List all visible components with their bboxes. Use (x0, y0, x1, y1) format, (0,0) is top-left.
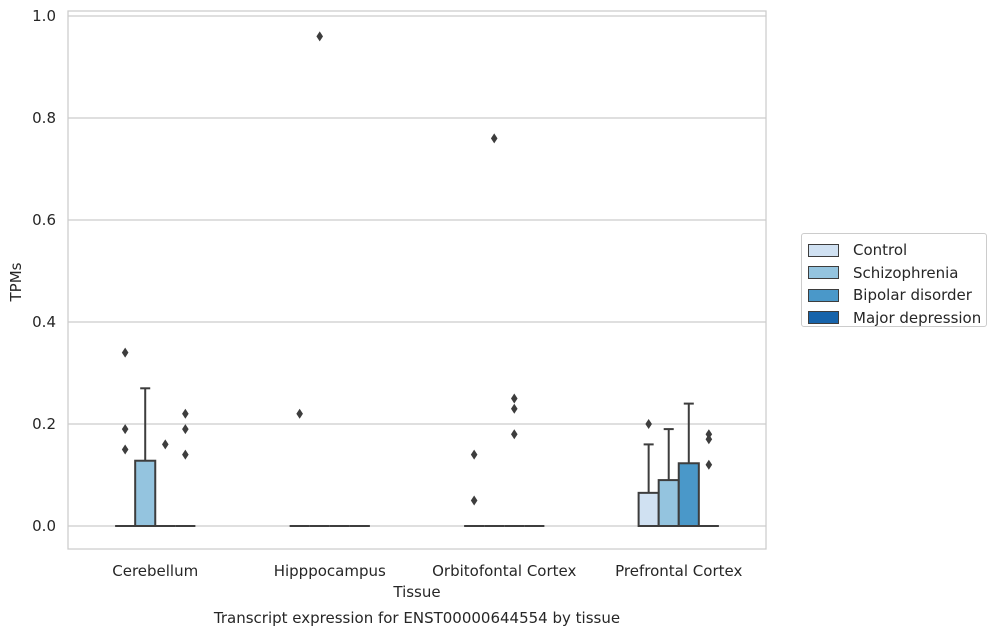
legend: Control Schizophrenia Bipolar disorder Majo… (801, 233, 987, 327)
box-control (637, 419, 660, 528)
outlier-point (510, 429, 518, 440)
outlier-point (705, 459, 713, 470)
outlier-point (161, 439, 169, 450)
y-tick-label: 0.4 (32, 313, 56, 331)
outlier-point (121, 347, 129, 358)
x-tick-label: Cerebellum (112, 562, 198, 580)
outlier-point (510, 393, 518, 404)
outlier-point (470, 495, 478, 506)
box-control (464, 449, 485, 527)
legend-swatch (808, 288, 839, 302)
x-tick-labels: Cerebellum Hipppocampus Orbitofontal Corte… (112, 562, 742, 580)
box-body (637, 491, 660, 528)
outlier-point (182, 424, 189, 435)
box-series (115, 31, 719, 528)
legend-label: Major depression (853, 308, 982, 327)
outlier-point (121, 424, 129, 435)
legend-item: Major depression (808, 307, 986, 330)
outlier-point (182, 449, 189, 460)
chart-title: Transcript expression for ENST0000064455… (213, 609, 620, 627)
box-bipolar-disorder (155, 439, 176, 527)
box-schizophrenia (134, 387, 157, 527)
box-body (134, 459, 157, 527)
plot-area-frame (67, 10, 767, 550)
legend-item: Control (808, 239, 986, 262)
box-schizophrenia (309, 31, 330, 527)
outlier-point (705, 429, 713, 440)
legend-swatch (808, 243, 839, 257)
x-tick-label: Hipppocampus (274, 562, 386, 580)
outlier-point (705, 434, 713, 445)
outlier-point (121, 444, 129, 455)
y-tick-label: 0.8 (32, 109, 56, 127)
outlier-point (182, 408, 189, 419)
box-control (289, 408, 310, 527)
box-major-depression (175, 408, 196, 527)
outlier-point (645, 419, 652, 429)
box-bipolar-disorder (677, 402, 700, 527)
legend-swatch (808, 266, 839, 280)
outlier-point (470, 449, 478, 460)
legend-label: Control (853, 241, 908, 260)
y-tick-label: 1.0 (32, 7, 56, 25)
legend-swatch (808, 311, 839, 325)
y-tick-label: 0.6 (32, 211, 56, 229)
x-tick-label: Orbitofontal Cortex (432, 562, 576, 580)
box-body (657, 479, 680, 528)
box-major-depression (698, 429, 719, 527)
y-tick-label: 0.0 (32, 517, 56, 535)
y-tick-label: 0.2 (32, 415, 56, 433)
box-schizophrenia (484, 133, 505, 527)
box-bipolar-disorder (504, 393, 525, 527)
legend-label: Schizophrenia (853, 263, 959, 282)
box-control (115, 347, 136, 527)
y-tick-labels: 0.0 0.2 0.4 0.6 0.8 1.0 (32, 7, 56, 535)
box-body (677, 462, 700, 527)
x-axis-label: Tissue (392, 583, 440, 601)
outlier-point (296, 408, 303, 419)
legend-label: Bipolar disorder (853, 286, 972, 305)
grid-lines (68, 15, 766, 527)
x-tick-label: Prefrontal Cortex (615, 562, 742, 580)
outlier-point (490, 133, 498, 144)
box-schizophrenia (657, 428, 680, 528)
legend-item: Bipolar disorder (808, 284, 986, 307)
outlier-point (510, 403, 518, 414)
outlier-point (316, 31, 324, 42)
y-axis-label: TPMs (7, 262, 25, 302)
legend-item: Schizophrenia (808, 262, 986, 285)
